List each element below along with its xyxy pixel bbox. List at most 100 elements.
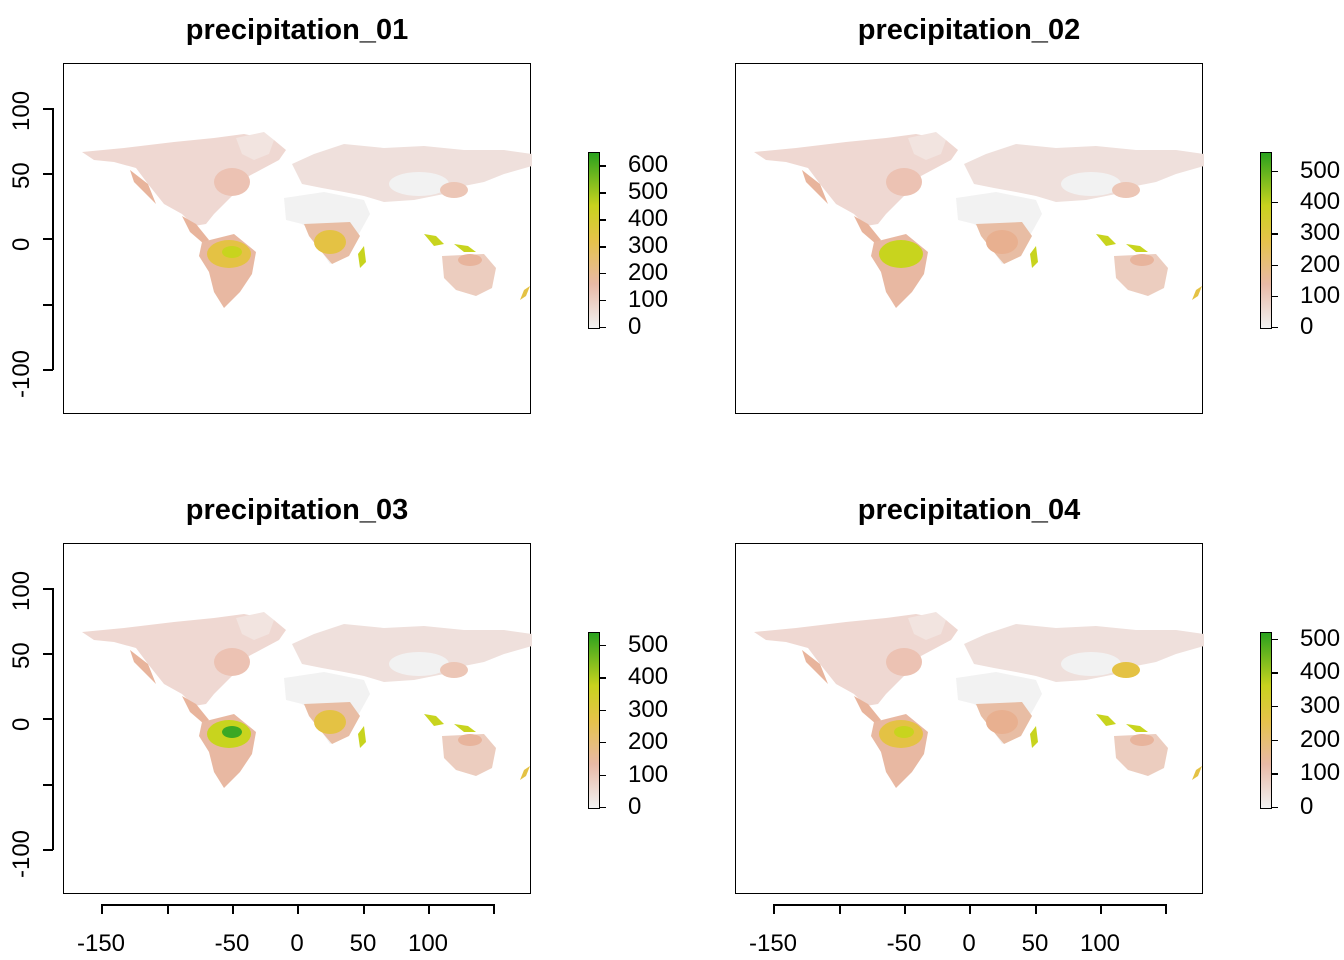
legend-label: 500 [1300,624,1341,652]
legend-tick [1272,739,1278,741]
legend-tick [1272,170,1278,173]
na-west-coast [802,650,828,684]
greenland [236,612,274,640]
map-plot-area [735,63,1204,414]
x-tick-label: 100 [407,930,449,957]
y-tick-label: -100 [8,349,35,398]
map-plot-area [63,543,532,894]
legend-label: 500 [628,178,669,206]
legend-label: 0 [628,793,642,820]
legend-tick [600,273,606,275]
legend-label: 200 [628,728,669,756]
panel-title: precipitation_01 [185,14,409,46]
australia [1114,254,1168,296]
legend-tick [600,219,606,221]
central-asia [389,652,449,676]
africa-central [986,230,1018,254]
legend-tick [1272,672,1278,674]
legend-color-bar [588,152,600,329]
legend-label: 300 [1300,692,1341,720]
north-america [82,134,286,226]
amazon-core [222,246,242,258]
x-tick-label: -150 [748,930,798,957]
north-australia [1130,734,1154,746]
legend-tick [1272,638,1278,641]
madagascar [1030,726,1038,748]
na-west-coast [802,170,828,204]
legend-label: 400 [628,205,669,233]
legend-label: 300 [628,695,669,723]
y-tick-label: 50 [8,162,35,189]
world-map [754,612,1204,788]
north-australia [1130,254,1154,266]
x-tick-label: -50 [214,930,250,957]
legend-label: 300 [1300,219,1341,247]
panel-title: precipitation_02 [857,14,1081,46]
y-tick-label: -100 [8,829,35,878]
legend-tick [1272,202,1278,204]
legend-label: 0 [1300,793,1314,820]
world-map [82,612,532,788]
x-tick-label: 50 [349,930,377,957]
legend-tick [600,677,606,679]
x-tick-label: -150 [76,930,126,957]
new-guinea [454,724,476,732]
indonesia [1096,714,1116,726]
central-asia [1061,652,1121,676]
legend-label: 400 [1300,188,1341,215]
new-guinea [454,244,476,252]
legend-tick [1272,295,1278,298]
central-america [182,696,209,724]
legend-color-bar [588,632,600,809]
madagascar [1030,246,1038,268]
legend-label: 200 [628,259,669,287]
east-asia [440,662,468,678]
amazon-core [222,726,242,738]
north-america [754,134,958,226]
legend-tick [600,742,606,744]
new-zealand [520,286,530,300]
central-asia [389,172,449,196]
legend-tick [600,300,606,302]
legend-tick [600,709,606,712]
x-tick-label: 100 [1079,930,1121,957]
amazon-core [894,726,914,738]
australia [442,734,496,776]
africa-central [314,230,346,254]
x-tick-label: -50 [886,930,922,957]
indonesia [424,234,444,246]
na-southeast [214,648,250,676]
new-zealand [1192,286,1202,300]
legend-color-bar [1260,632,1272,809]
central-asia [1061,172,1121,196]
amazon-core [894,246,914,258]
legend-label: 300 [628,232,669,260]
greenland [236,132,274,160]
legend-label: 100 [628,286,669,314]
legend-tick [1272,773,1278,775]
north-australia [458,254,482,266]
north-america [754,614,958,706]
east-asia [1112,182,1140,198]
map-plot-area [63,63,532,414]
na-southeast [886,168,922,196]
legend-label: 0 [628,313,642,340]
legend-tick [600,246,606,248]
new-zealand [1192,766,1202,780]
panel-title: precipitation_04 [857,494,1081,526]
central-america [854,216,881,244]
madagascar [358,726,366,748]
east-asia [440,182,468,198]
x-tick-label: 50 [1021,930,1049,957]
legend-tick [600,165,606,167]
na-west-coast [130,650,156,684]
legend-tick [1272,264,1278,266]
central-america [182,216,209,244]
legend-label: 500 [1300,156,1341,184]
greenland [908,132,946,160]
na-west-coast [130,170,156,204]
legend-label: 400 [628,663,669,691]
world-map [82,132,532,308]
legend-label: 600 [628,151,669,179]
north-america [82,614,286,706]
